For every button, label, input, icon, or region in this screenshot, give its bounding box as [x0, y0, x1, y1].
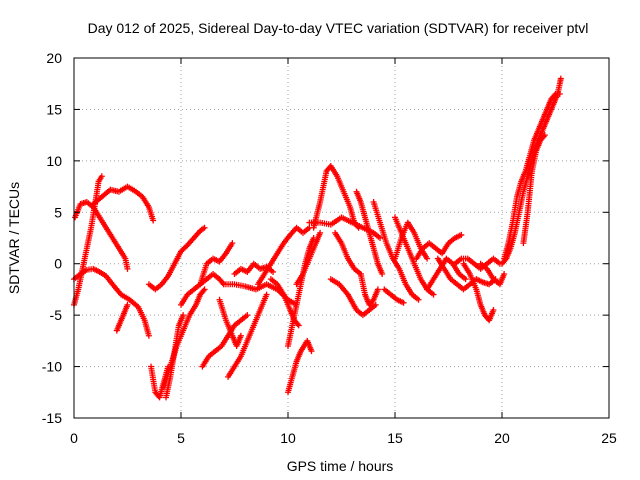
data-point — [557, 75, 564, 82]
data-point — [124, 265, 131, 272]
data-point — [308, 348, 315, 355]
grid — [74, 58, 609, 418]
x-tick-label: 10 — [280, 430, 296, 446]
series-5 — [145, 224, 208, 293]
data-point — [551, 92, 558, 99]
y-tick-label: 5 — [54, 204, 62, 220]
data-point — [201, 286, 208, 293]
series-3 — [90, 183, 157, 224]
x-tick-label: 5 — [177, 430, 185, 446]
data-point — [556, 91, 563, 97]
data-point — [244, 312, 251, 319]
series-4 — [113, 301, 131, 334]
series-34 — [460, 260, 497, 324]
series-27 — [370, 199, 422, 303]
series-38 — [501, 91, 563, 262]
series-17 — [267, 276, 302, 329]
series-18 — [285, 337, 315, 396]
data-point — [415, 296, 422, 303]
data-point — [490, 307, 497, 313]
data-point — [400, 299, 407, 306]
data-point — [295, 322, 302, 329]
chart-title: Day 012 of 2025, Sidereal Day-to-day VTE… — [88, 20, 589, 36]
data-point — [458, 231, 465, 238]
x-tick-label: 0 — [70, 430, 78, 446]
y-tick-label: 0 — [54, 256, 62, 272]
data-point — [150, 217, 157, 224]
data-point — [124, 301, 131, 308]
data-point — [263, 291, 270, 298]
data-point — [219, 280, 226, 286]
x-axis-label: GPS time / hours — [287, 458, 394, 474]
axis-ticks — [73, 57, 610, 419]
series-35 — [451, 255, 503, 272]
series-21 — [310, 163, 362, 231]
y-tick-labels: -15 -10 -5 0 5 10 15 20 — [42, 50, 62, 426]
data-markers — [71, 75, 564, 401]
y-tick-label: -5 — [50, 307, 63, 323]
series-11 — [199, 312, 251, 370]
data-point — [180, 312, 187, 319]
series-30 — [392, 214, 437, 298]
x-tick-labels: 0 5 10 15 20 25 — [70, 430, 617, 446]
data-point — [237, 332, 244, 339]
series-13 — [225, 291, 270, 380]
data-point — [540, 133, 547, 140]
plot-frame — [73, 57, 610, 419]
y-tick-label: 10 — [46, 153, 62, 169]
series-0 — [71, 265, 152, 339]
y-tick-label: -10 — [42, 359, 62, 375]
series-8 — [163, 312, 187, 401]
x-tick-label: 25 — [601, 430, 617, 446]
y-axis-label: SDTVAR / TECUs — [6, 182, 22, 294]
series-23 — [327, 276, 379, 319]
data-point — [201, 224, 208, 231]
series-36 — [477, 260, 508, 288]
data-point — [424, 255, 431, 262]
data-point — [145, 332, 152, 339]
y-tick-label: -15 — [42, 410, 62, 426]
data-point — [430, 291, 437, 298]
data-point — [229, 240, 236, 247]
data-point — [501, 271, 508, 277]
data-point — [372, 301, 379, 308]
data-point — [541, 132, 548, 139]
data-point — [98, 173, 105, 180]
series-16 — [255, 224, 313, 288]
series-20 — [293, 229, 324, 288]
series-26 — [357, 271, 381, 308]
data-point — [374, 286, 381, 293]
series-39 — [520, 132, 548, 247]
data-point — [317, 229, 324, 236]
y-tick-label: 15 — [46, 101, 62, 117]
series-24 — [332, 229, 364, 277]
series-12 — [216, 296, 244, 349]
series-28 — [381, 286, 407, 306]
series-6 — [148, 363, 172, 401]
series-1 — [71, 173, 105, 308]
data-point — [270, 268, 277, 275]
series-22 — [306, 214, 384, 241]
y-tick-label: 20 — [46, 50, 62, 66]
data-point — [377, 235, 384, 241]
data-point — [379, 271, 386, 277]
series-31 — [413, 231, 465, 262]
x-tick-label: 20 — [494, 430, 510, 446]
series-25 — [353, 188, 386, 277]
x-tick-label: 15 — [387, 430, 403, 446]
data-point — [462, 276, 469, 283]
series-2 — [72, 199, 131, 272]
data-point — [294, 321, 301, 328]
series-10 — [197, 240, 236, 288]
data-point — [200, 287, 207, 294]
